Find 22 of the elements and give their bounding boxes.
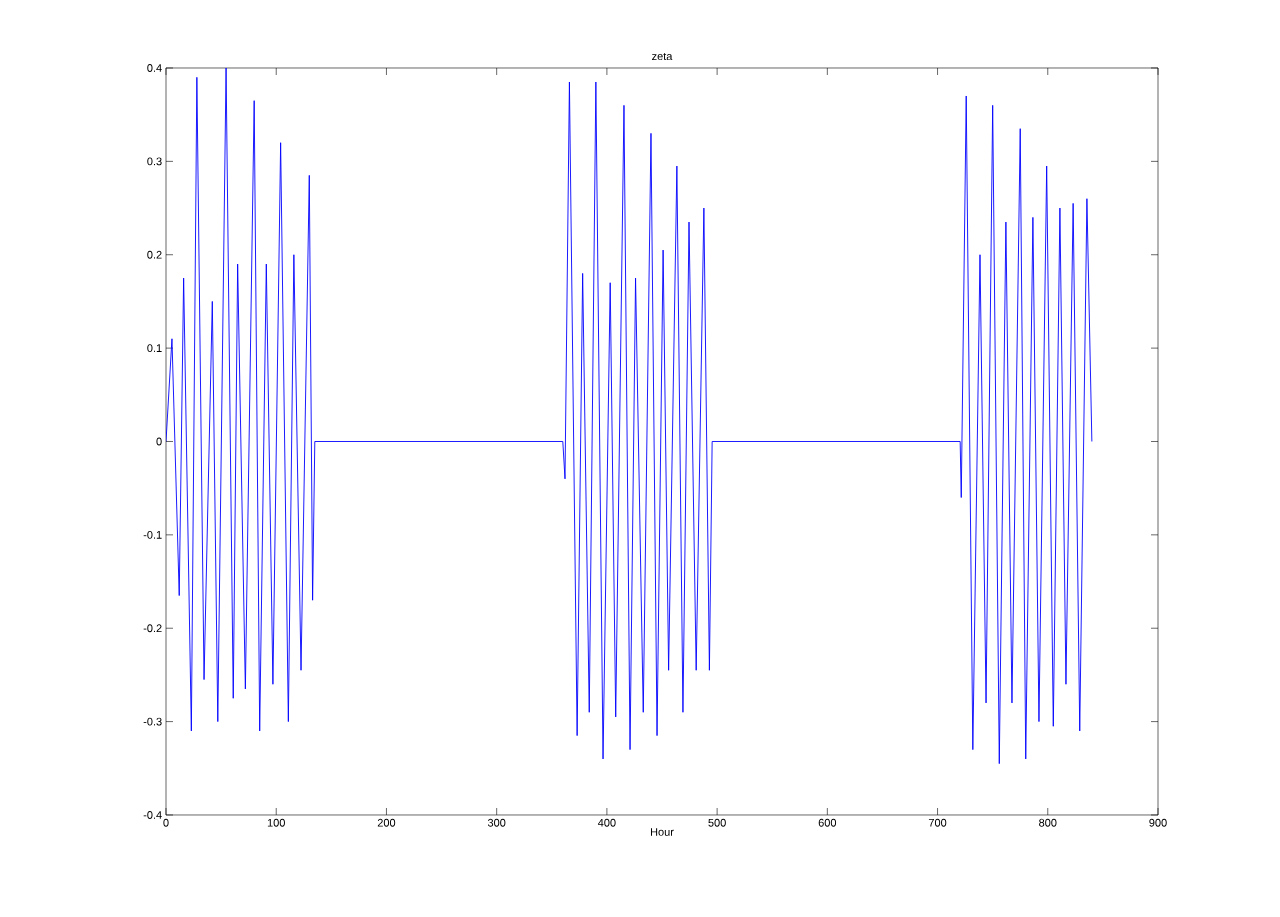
y-tick-label: -0.1 <box>143 530 162 539</box>
line-series <box>166 67 1093 765</box>
y-tick-label: 0.1 <box>147 344 162 353</box>
y-tick-label: -0.4 <box>143 811 162 819</box>
x-tick-label: 300 <box>487 818 506 827</box>
x-tick-label: 0 <box>163 818 169 827</box>
x-tick-label: 500 <box>708 818 726 827</box>
x-tick-label: 100 <box>267 818 285 827</box>
y-tick-label: -0.3 <box>143 717 162 726</box>
x-tick-label: 200 <box>377 818 396 827</box>
x-tick-label: 700 <box>928 818 947 827</box>
y-tick-label: 0.4 <box>147 64 162 72</box>
x-axis-title: Hour <box>650 828 674 836</box>
x-tick-label: 400 <box>597 818 616 827</box>
x-tick-label: 800 <box>1039 818 1057 827</box>
chart-title: zeta <box>652 52 673 61</box>
y-tick-label: 0.3 <box>147 157 162 166</box>
y-tick-label: -0.2 <box>143 624 162 633</box>
y-tick-label: 0.2 <box>147 250 162 259</box>
y-tick-label: 0 <box>156 437 162 446</box>
x-tick-label: 900 <box>1149 818 1167 827</box>
x-tick-label: 600 <box>818 818 837 827</box>
